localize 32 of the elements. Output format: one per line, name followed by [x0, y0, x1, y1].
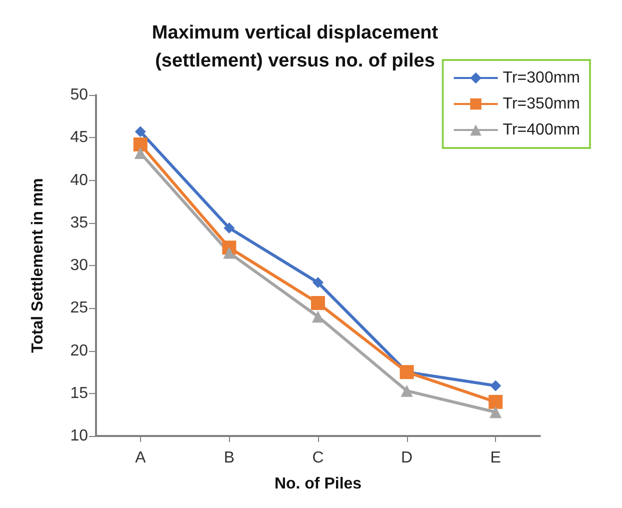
y-tick-label: 30 [70, 257, 88, 274]
point [224, 222, 235, 234]
point [400, 384, 413, 397]
y-tick-label: 20 [70, 342, 88, 360]
legend-label: Tr=300mm [502, 70, 580, 86]
point [312, 310, 324, 323]
legend-label: Tr=400mm [502, 122, 580, 138]
point [134, 146, 146, 159]
point [133, 137, 148, 152]
x-tick-label: E [490, 450, 501, 466]
x-tick-label: C [312, 450, 324, 466]
point [490, 380, 502, 392]
x-tick-label: D [401, 450, 413, 466]
point [312, 277, 324, 288]
point [134, 126, 146, 138]
point [223, 246, 236, 259]
y-tick-label: 50 [70, 86, 88, 104]
y-tick-label: 10 [70, 428, 88, 444]
point [311, 296, 325, 310]
y-axis-title: Total Settlement in mm [30, 178, 46, 353]
chart-title: Maximum vertical displacement (settlement) versus no. of piles [152, 22, 439, 72]
x-tick-label: A [135, 450, 146, 466]
x-axis-title: No. of Piles [274, 476, 362, 492]
point [488, 394, 503, 409]
y-tick-label: 25 [70, 300, 88, 317]
legend-label: Tr=350mm [502, 96, 580, 112]
y-tick-label: 40 [70, 172, 88, 189]
y-tick-label: 35 [70, 214, 88, 232]
x-tick-label: B [224, 450, 235, 466]
y-tick-label: 15 [70, 384, 88, 402]
y-tick-label: 45 [70, 129, 88, 146]
point [490, 406, 502, 418]
